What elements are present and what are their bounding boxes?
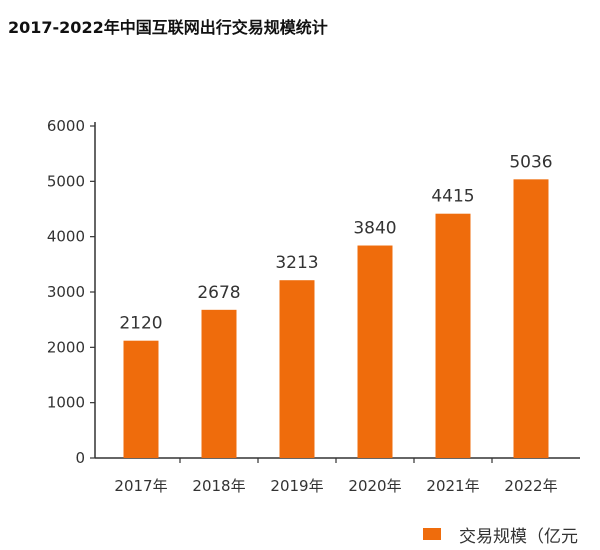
bar: [201, 309, 237, 458]
x-tick-label: 2020年: [348, 477, 401, 495]
y-tick-label: 4000: [47, 228, 85, 246]
legend-label: 交易规模（亿元: [459, 526, 578, 547]
x-tick-label: 2022年: [504, 477, 557, 495]
page-title: 2017-2022年中国互联网出行交易规模统计: [8, 18, 328, 37]
y-tick-label: 2000: [47, 338, 85, 356]
y-tick-label: 1000: [47, 394, 85, 412]
x-tick-label: 2019年: [270, 477, 323, 495]
bar: [513, 179, 549, 458]
y-tick-label: 6000: [47, 117, 85, 135]
y-tick-label: 0: [75, 449, 85, 467]
x-tick-label: 2017年: [114, 477, 167, 495]
data-label: 4415: [431, 187, 474, 207]
data-label: 2678: [197, 283, 240, 303]
y-tick-label: 5000: [47, 172, 85, 190]
bar: [435, 213, 471, 458]
x-tick-label: 2021年: [426, 477, 479, 495]
bar: [357, 245, 393, 458]
bar: [123, 340, 159, 458]
data-label: 3840: [353, 219, 396, 239]
legend: 交易规模（亿元: [423, 521, 578, 547]
data-label: 3213: [275, 253, 318, 273]
y-tick-label: 3000: [47, 283, 85, 301]
legend-swatch: [423, 528, 441, 540]
data-label: 5036: [509, 152, 552, 172]
x-tick-label: 2018年: [192, 477, 245, 495]
data-label: 2120: [119, 314, 162, 334]
bar: [279, 280, 315, 458]
